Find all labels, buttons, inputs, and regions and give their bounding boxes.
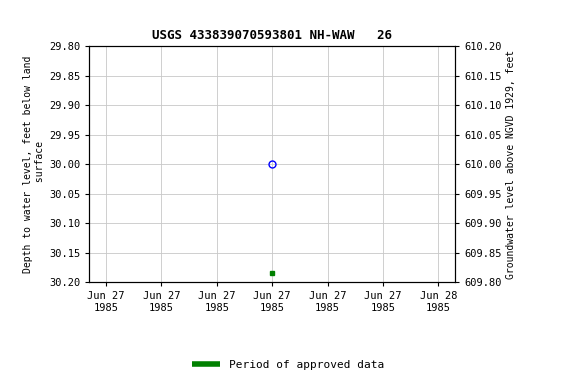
Legend: Period of approved data: Period of approved data	[188, 355, 388, 375]
Y-axis label: Depth to water level, feet below land
 surface: Depth to water level, feet below land su…	[23, 55, 45, 273]
Title: USGS 433839070593801 NH-WAW   26: USGS 433839070593801 NH-WAW 26	[152, 29, 392, 42]
Y-axis label: Groundwater level above NGVD 1929, feet: Groundwater level above NGVD 1929, feet	[506, 50, 516, 279]
